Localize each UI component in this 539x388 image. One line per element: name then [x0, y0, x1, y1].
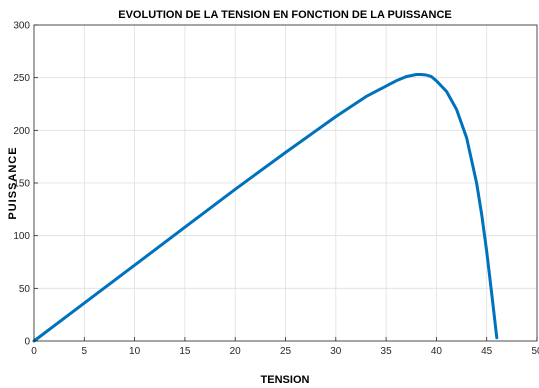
x-tick-label: 15	[179, 346, 191, 357]
x-tick-label: 10	[129, 346, 141, 357]
y-tick-label: 250	[13, 73, 30, 84]
x-tick-label: 0	[31, 346, 37, 357]
y-tick-label: 200	[13, 126, 30, 137]
ticks: 0 5 10 15 20 25 30 35 40 45 50 0 50 100 150 200 250 300	[13, 21, 539, 358]
x-tick-label: 50	[531, 346, 539, 357]
y-tick-label: 300	[13, 21, 30, 32]
y-tick-label: 150	[13, 179, 30, 190]
y-tick-label: 100	[13, 231, 30, 242]
x-tick-label: 30	[330, 346, 342, 357]
x-tick-label: 45	[481, 346, 493, 357]
x-tick-label: 25	[280, 346, 292, 357]
y-axis-title: PUISSANCE	[7, 146, 19, 219]
series-layer	[32, 73, 499, 343]
x-tick-label: 20	[230, 346, 242, 357]
x-axis-title: TENSION	[261, 374, 310, 386]
x-tick-label: 5	[82, 346, 88, 357]
x-tick-label: 40	[431, 346, 443, 357]
y-tick-label: 50	[19, 284, 31, 295]
chart-title: EVOLUTION DE LA TENSION EN FONCTION DE L…	[118, 9, 451, 21]
series-line	[32, 73, 499, 343]
x-tick-label: 35	[381, 346, 393, 357]
y-tick-label: 0	[24, 337, 30, 348]
